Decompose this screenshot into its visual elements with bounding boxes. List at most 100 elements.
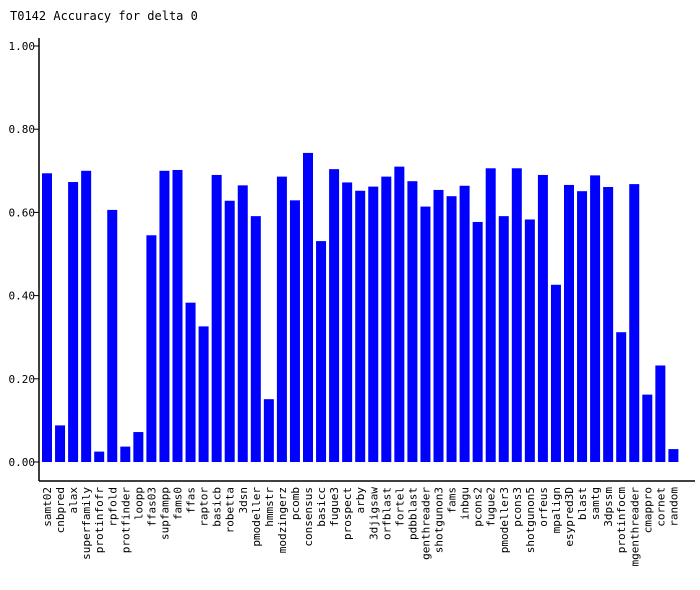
bar-ffas03	[146, 235, 157, 462]
bar-superfamily	[81, 170, 92, 463]
bar-ffas	[185, 302, 196, 462]
x-tick-label: rpfold	[106, 487, 119, 527]
bar-robetta	[224, 200, 235, 462]
bar-mpalign	[550, 284, 561, 462]
x-tick-label: modzingerz	[276, 487, 289, 553]
x-tick-label: supfampp	[158, 487, 171, 540]
bar-genthreader	[420, 206, 431, 462]
x-tick-label: orfblast	[380, 487, 393, 540]
x-tick-label: shotgunon5	[524, 487, 537, 553]
x-tick-label: protfinder	[119, 487, 132, 554]
bar-pdbblast	[407, 181, 418, 462]
x-tick-label: random	[667, 487, 680, 527]
x-tick-label: 3djigsaw	[367, 487, 380, 540]
bar-hmmstr	[263, 399, 274, 462]
x-labels-group: samt02 cnbpred alax superfamily protinfofr rp…	[41, 487, 680, 567]
bar-mgenthreader	[629, 184, 640, 463]
bar-loopp	[133, 432, 144, 462]
bar-protfinder	[120, 446, 131, 462]
bar-fugue3	[329, 169, 340, 462]
x-tick-label: consensus	[302, 487, 315, 547]
bar-3djigsaw	[368, 186, 379, 463]
bar-basicc	[316, 241, 327, 462]
bar-fugue2	[485, 168, 496, 463]
bar-protinfofr	[94, 451, 105, 462]
bar-protinfocm	[616, 332, 627, 462]
x-tick-label: superfamily	[80, 487, 93, 560]
x-tick-label: raptor	[198, 487, 211, 527]
bar-esypred3D	[564, 184, 574, 462]
x-tick-label: pcons2	[472, 487, 485, 527]
x-tick-label: esypred3D	[563, 487, 576, 547]
bar-3dsn	[237, 185, 248, 463]
x-tick-label: 3dsn	[237, 487, 250, 514]
axes-group	[38, 38, 695, 482]
bar-orfeus	[537, 174, 548, 462]
bar-pmodeller3	[498, 216, 509, 462]
bar-cmappro	[642, 394, 653, 462]
x-tick-label: fams0	[172, 487, 185, 520]
bars-group	[42, 152, 679, 463]
x-tick-label: blast	[576, 487, 589, 520]
x-tick-label: shotgunon3	[433, 487, 446, 553]
x-tick-label: pcomb	[289, 487, 302, 520]
x-tick-label: basicc	[315, 487, 328, 527]
y-tick-label: 0.40	[9, 290, 36, 303]
bar-fams	[446, 196, 457, 462]
bar-supfampp	[159, 170, 170, 463]
bar-pmodeller	[250, 216, 261, 462]
x-tick-label: pcons3	[511, 487, 524, 527]
bar-3dpssm	[603, 187, 614, 462]
bar-random	[668, 449, 679, 462]
y-ticks-group: 0.00 0.20 0.40 0.60 0.80 1.00	[9, 40, 39, 469]
bar-raptor	[198, 326, 209, 462]
x-tick-label: samt02	[41, 487, 54, 527]
y-tick-label: 1.00	[9, 40, 36, 53]
x-tick-label: mpalign	[550, 487, 563, 533]
bar-samt02	[42, 173, 52, 463]
bar-alax	[68, 182, 79, 462]
y-tick-label: 0.80	[9, 123, 36, 136]
x-tick-label: cmappro	[641, 487, 654, 533]
x-tick-label: samtg	[589, 487, 602, 520]
x-tick-label: pmodeller	[250, 487, 263, 547]
x-tick-label: mgenthreader	[628, 487, 641, 567]
x-tick-label: fortel	[393, 487, 406, 527]
x-tick-label: robetta	[224, 487, 237, 533]
x-tick-label: hmmstr	[263, 487, 276, 527]
x-tick-label: ffas	[185, 487, 198, 514]
x-tick-label: fugue2	[485, 487, 498, 527]
y-tick-label: 0.20	[9, 373, 36, 386]
x-tick-label: pmodeller3	[498, 487, 511, 553]
bar-prospect	[342, 182, 353, 462]
bar-cornet	[655, 365, 666, 462]
x-tick-label: 3dpssm	[602, 487, 615, 527]
x-tick-label: cnbpred	[54, 487, 67, 533]
x-tick-label: protinfocm	[615, 487, 628, 554]
bar-samtg	[590, 175, 601, 462]
bar-fortel	[394, 166, 405, 462]
bar-pcomb	[289, 200, 300, 462]
x-tick-label: inbgu	[459, 487, 472, 520]
bar-consensus	[303, 152, 313, 462]
x-tick-label: pdbblast	[406, 487, 419, 540]
chart-title: T0142 Accuracy for delta 0	[10, 9, 198, 23]
bar-pcons2	[472, 221, 483, 462]
bar-modzingerz	[276, 176, 287, 462]
x-tick-label: loopp	[132, 487, 145, 520]
bar-shotgunon5	[524, 219, 535, 462]
x-tick-label: cornet	[654, 487, 667, 527]
bar-pcons3	[511, 168, 522, 463]
x-tick-label: ffas03	[145, 487, 158, 527]
bar-shotgunon3	[433, 189, 444, 462]
bar-basicb	[211, 174, 222, 462]
bar-inbgu	[459, 185, 470, 462]
y-tick-label: 0.00	[9, 456, 36, 469]
x-tick-label: genthreader	[419, 487, 432, 560]
x-tick-label: prospect	[341, 487, 354, 540]
bar-rpfold	[107, 209, 118, 462]
x-tick-label: orfeus	[537, 487, 550, 527]
x-tick-label: basicb	[211, 487, 224, 527]
bar-orfblast	[381, 176, 392, 462]
